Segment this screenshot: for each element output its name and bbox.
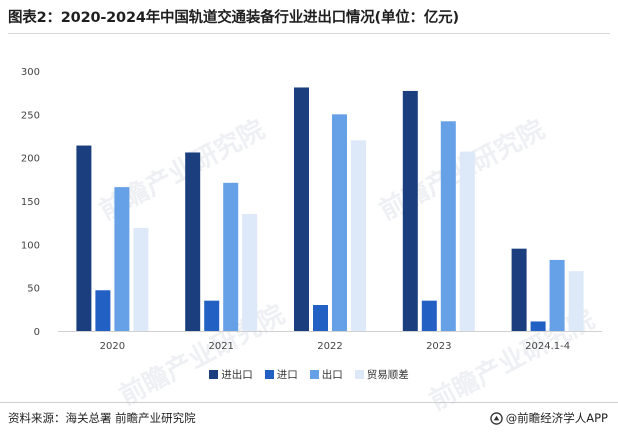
brand-logo-icon <box>490 411 503 425</box>
bar-surplus-0 <box>133 227 149 331</box>
bar-import-export-4 <box>511 248 527 331</box>
bar-import-export-0 <box>76 145 92 331</box>
bar-surplus-2 <box>351 140 366 331</box>
bar-export-1 <box>223 182 239 331</box>
legend-label-surplus: 贸易顺差 <box>366 369 409 381</box>
source-note: 资料来源：海关总署 前瞻产业研究院 <box>8 411 196 425</box>
legend-item-import-export: 进出口 <box>209 367 253 382</box>
y-tick-label: 50 <box>27 284 40 295</box>
bar-surplus-3 <box>459 151 475 331</box>
legend-item-import: 进口 <box>264 367 298 382</box>
y-tick-label: 100 <box>21 240 40 251</box>
bar-import-3 <box>421 300 437 331</box>
bar-import-0 <box>95 290 111 331</box>
y-tick-label: 0 <box>34 327 40 338</box>
legend-label-import-export: 进出口 <box>221 369 253 381</box>
brand-credit: @前瞻经济学人APP <box>490 410 608 426</box>
legend-label-export: 出口 <box>321 369 343 381</box>
bar-import-1 <box>204 300 220 331</box>
x-tick-label: 2021 <box>208 341 233 352</box>
y-tick-label: 250 <box>21 110 40 121</box>
x-tick-label: 2020 <box>100 341 125 352</box>
bar-export-0 <box>114 187 130 331</box>
y-tick-label: 300 <box>21 67 40 78</box>
bar-chart: 0 50 100 150 200 250 300 2020 2021 2022 2023 2024.1… <box>21 67 602 352</box>
x-tick-label: 2022 <box>317 341 342 352</box>
bar-import-export-2 <box>294 87 309 331</box>
legend-swatch-export <box>309 370 319 379</box>
footer-divider <box>0 402 618 403</box>
legend-label-import: 进口 <box>276 369 298 381</box>
legend-swatch-import-export <box>209 370 219 379</box>
bar-surplus-4 <box>568 271 584 331</box>
chart-title: 图表2：2020-2024年中国轨道交通装备行业进出口情况(单位：亿元) <box>8 10 459 26</box>
y-tick-label: 150 <box>21 197 40 208</box>
legend-swatch-surplus <box>354 370 364 379</box>
bar-export-4 <box>549 259 565 331</box>
y-tick-label: 200 <box>21 154 40 165</box>
x-tick-label: 2023 <box>426 341 451 352</box>
title-divider <box>8 33 610 34</box>
bar-export-2 <box>332 114 347 331</box>
bar-surplus-1 <box>242 214 258 331</box>
legend-swatch-import <box>264 370 274 379</box>
legend-item-surplus: 贸易顺差 <box>354 367 409 382</box>
bar-import-4 <box>530 321 546 331</box>
bar-import-export-3 <box>402 90 418 331</box>
bar-export-3 <box>440 121 456 332</box>
brand-label: @前瞻经济学人APP <box>505 411 608 425</box>
bar-import-2 <box>313 305 328 331</box>
chart-legend: 进出口 进口 出口 贸易顺差 <box>0 367 618 382</box>
x-tick-label: 2024.1-4 <box>525 341 570 352</box>
bar-import-export-1 <box>185 152 201 331</box>
legend-item-export: 出口 <box>309 367 343 382</box>
